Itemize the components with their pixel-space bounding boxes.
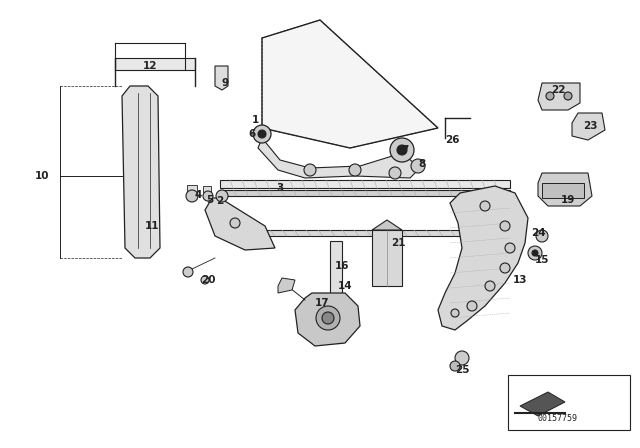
Circle shape bbox=[390, 138, 414, 162]
Circle shape bbox=[253, 125, 271, 143]
Circle shape bbox=[304, 164, 316, 176]
Circle shape bbox=[183, 267, 193, 277]
Polygon shape bbox=[372, 220, 402, 230]
Polygon shape bbox=[572, 113, 605, 140]
Polygon shape bbox=[520, 392, 565, 416]
Text: 1: 1 bbox=[252, 115, 259, 125]
Text: 17: 17 bbox=[315, 298, 330, 308]
Circle shape bbox=[546, 92, 554, 100]
Bar bbox=[187, 185, 197, 192]
Text: 7: 7 bbox=[401, 145, 409, 155]
Text: 11: 11 bbox=[145, 221, 159, 231]
Text: 8: 8 bbox=[419, 159, 426, 169]
Circle shape bbox=[216, 190, 228, 202]
Text: 24: 24 bbox=[531, 228, 545, 238]
Polygon shape bbox=[205, 198, 275, 250]
Polygon shape bbox=[438, 186, 528, 330]
Text: 00157759: 00157759 bbox=[538, 414, 578, 422]
Circle shape bbox=[505, 243, 515, 253]
Polygon shape bbox=[215, 66, 228, 90]
Circle shape bbox=[322, 312, 334, 324]
Text: 26: 26 bbox=[445, 135, 460, 145]
Polygon shape bbox=[372, 230, 402, 286]
Circle shape bbox=[316, 306, 340, 330]
Polygon shape bbox=[220, 190, 510, 196]
Circle shape bbox=[467, 301, 477, 311]
Text: 14: 14 bbox=[338, 281, 352, 291]
Polygon shape bbox=[295, 293, 360, 346]
Polygon shape bbox=[278, 278, 295, 293]
Polygon shape bbox=[538, 173, 592, 206]
Text: 25: 25 bbox=[455, 365, 469, 375]
Bar bbox=[508, 375, 630, 430]
Circle shape bbox=[397, 145, 407, 155]
Text: 2: 2 bbox=[216, 196, 223, 206]
Text: 16: 16 bbox=[335, 261, 349, 271]
Circle shape bbox=[230, 218, 240, 228]
Text: 5: 5 bbox=[206, 195, 214, 205]
Polygon shape bbox=[115, 58, 195, 70]
Text: 4: 4 bbox=[195, 190, 202, 200]
Text: 13: 13 bbox=[513, 275, 527, 285]
Text: 15: 15 bbox=[535, 255, 549, 265]
Circle shape bbox=[564, 92, 572, 100]
Circle shape bbox=[450, 361, 460, 371]
Circle shape bbox=[349, 164, 361, 176]
Text: 12: 12 bbox=[143, 61, 157, 71]
Bar bbox=[203, 186, 211, 192]
Circle shape bbox=[528, 246, 542, 260]
Circle shape bbox=[500, 263, 510, 273]
Polygon shape bbox=[220, 180, 510, 188]
Circle shape bbox=[451, 309, 459, 317]
Polygon shape bbox=[258, 138, 420, 178]
Text: 6: 6 bbox=[248, 129, 255, 139]
Bar bbox=[542, 183, 584, 198]
Circle shape bbox=[201, 276, 209, 284]
Text: 10: 10 bbox=[35, 171, 49, 181]
Text: 20: 20 bbox=[201, 275, 215, 285]
Polygon shape bbox=[262, 20, 438, 148]
Text: 3: 3 bbox=[276, 183, 284, 193]
Text: 9: 9 bbox=[221, 78, 228, 88]
Circle shape bbox=[411, 159, 425, 173]
Text: 22: 22 bbox=[551, 85, 565, 95]
Circle shape bbox=[203, 191, 213, 201]
Text: 23: 23 bbox=[583, 121, 597, 131]
Polygon shape bbox=[538, 83, 580, 110]
Circle shape bbox=[186, 190, 198, 202]
Circle shape bbox=[500, 221, 510, 231]
Bar bbox=[330, 241, 342, 343]
Text: 19: 19 bbox=[561, 195, 575, 205]
Circle shape bbox=[389, 167, 401, 179]
Circle shape bbox=[536, 230, 548, 242]
Text: 21: 21 bbox=[391, 238, 405, 248]
Polygon shape bbox=[260, 230, 500, 236]
Circle shape bbox=[480, 201, 490, 211]
Circle shape bbox=[258, 130, 266, 138]
Circle shape bbox=[485, 281, 495, 291]
Circle shape bbox=[455, 351, 469, 365]
Circle shape bbox=[532, 250, 538, 256]
Polygon shape bbox=[122, 86, 160, 258]
